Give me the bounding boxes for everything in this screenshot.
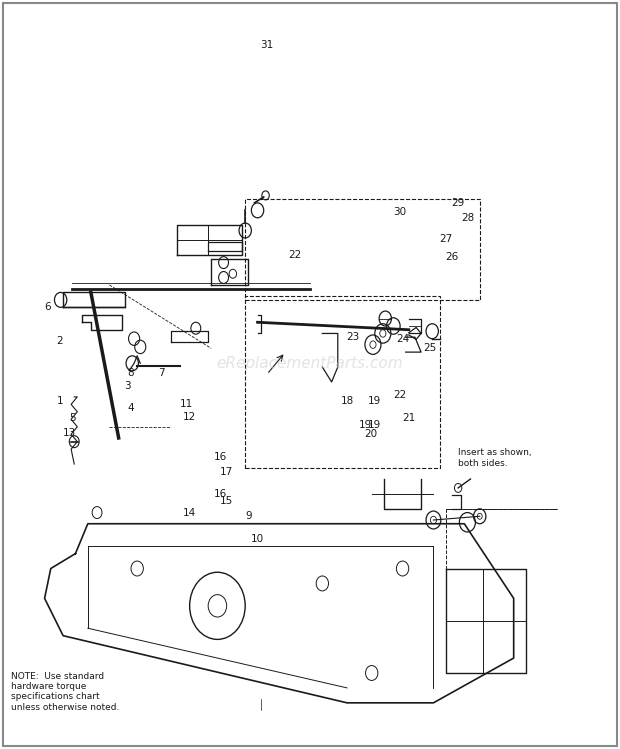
Text: 13: 13 <box>63 428 76 437</box>
Text: 27: 27 <box>439 234 453 243</box>
Text: 3: 3 <box>125 380 131 391</box>
Text: Insert as shown,
both sides.: Insert as shown, both sides. <box>458 449 532 468</box>
Text: 6: 6 <box>45 303 51 312</box>
Text: 7: 7 <box>159 368 165 378</box>
Text: eReplacementParts.com: eReplacementParts.com <box>216 356 404 371</box>
Text: 16: 16 <box>214 489 227 499</box>
Text: 1: 1 <box>56 395 63 406</box>
Text: 23: 23 <box>347 333 360 342</box>
Text: 10: 10 <box>251 534 264 544</box>
Text: 22: 22 <box>288 250 301 260</box>
Text: 31: 31 <box>260 40 273 49</box>
Text: 8: 8 <box>128 368 135 378</box>
Text: 19: 19 <box>368 420 381 430</box>
Text: 24: 24 <box>396 334 409 344</box>
Text: 29: 29 <box>451 198 465 208</box>
Text: 28: 28 <box>461 213 474 222</box>
Text: 25: 25 <box>423 343 437 354</box>
Text: 4: 4 <box>128 403 135 413</box>
Text: 20: 20 <box>364 429 377 439</box>
Text: NOTE:  Use standard
hardware torque
specifications chart
unless otherwise noted.: NOTE: Use standard hardware torque speci… <box>11 672 119 712</box>
Text: 15: 15 <box>220 497 233 506</box>
Text: 5: 5 <box>69 413 76 422</box>
Text: 22: 22 <box>393 390 406 401</box>
Text: 11: 11 <box>180 399 193 410</box>
Text: 17: 17 <box>220 467 233 476</box>
Text: 9: 9 <box>245 512 252 521</box>
Text: 21: 21 <box>402 413 415 422</box>
Text: 14: 14 <box>183 508 197 518</box>
Text: 30: 30 <box>393 207 406 216</box>
Text: 19: 19 <box>359 420 372 430</box>
Text: 2: 2 <box>56 336 63 346</box>
Text: 12: 12 <box>183 412 197 422</box>
Text: 26: 26 <box>445 252 459 261</box>
Text: 16: 16 <box>214 452 227 461</box>
Text: 18: 18 <box>340 395 353 406</box>
Text: 19: 19 <box>368 395 381 406</box>
